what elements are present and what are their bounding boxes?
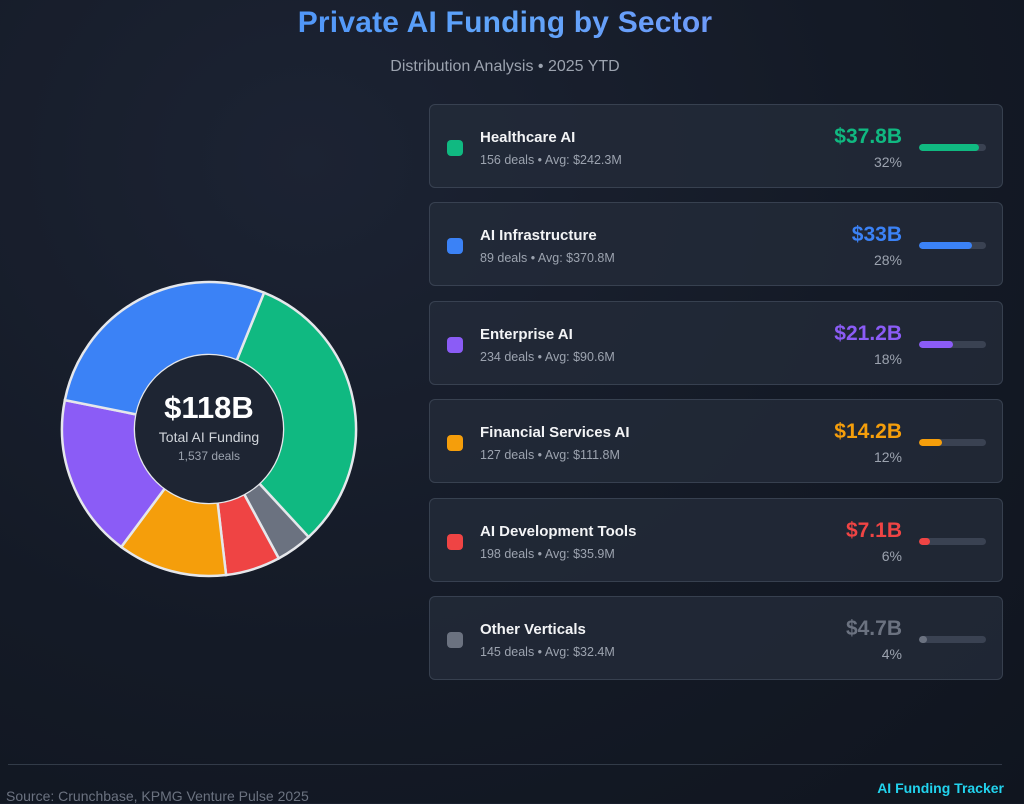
donut-chart: $118B Total AI Funding 1,537 deals	[60, 280, 358, 578]
sector-deals: 156 deals • Avg: $242.3M	[480, 153, 622, 167]
sector-deals: 234 deals • Avg: $90.6M	[480, 349, 615, 364]
page-subtitle: Distribution Analysis • 2025 YTD	[390, 58, 620, 75]
legend-swatch	[447, 435, 463, 452]
share-bar-fill	[919, 635, 927, 643]
center-label: Total AI Funding	[159, 429, 259, 445]
sector-name: Enterprise AI	[480, 325, 573, 343]
legend-swatch	[447, 238, 463, 255]
sector-name: Other Verticals	[480, 620, 586, 638]
sector-value: $37.8B	[834, 125, 902, 148]
sector-list: Healthcare AI 156 deals • Avg: $242.3M $…	[429, 104, 1003, 694]
sector-value: $14.2B	[834, 420, 902, 444]
share-bar-track	[919, 144, 986, 151]
footer-divider	[8, 764, 1002, 765]
sector-value: $21.2B	[834, 321, 902, 345]
sector-deals: 127 deals • Avg: $111.8M	[480, 448, 620, 463]
share-bar-track	[919, 340, 986, 348]
sector-card-healthcare-ai[interactable]: Healthcare AI 156 deals • Avg: $242.3M $…	[429, 104, 1003, 188]
share-bar-track	[919, 439, 986, 447]
legend-swatch	[447, 631, 463, 648]
share-bar-fill	[919, 340, 953, 348]
sector-percent: 6%	[881, 547, 902, 564]
sector-deals: 89 deals • Avg: $370.8M	[480, 251, 615, 266]
legend-swatch	[447, 533, 463, 550]
sector-name: AI Development Tools	[480, 522, 637, 540]
sector-card-financial-services-ai[interactable]: Financial Services AI 127 deals • Avg: $…	[429, 399, 1003, 484]
sector-card-ai-development-tools[interactable]: AI Development Tools 198 deals • Avg: $3…	[429, 497, 1003, 582]
sector-card-other-verticals[interactable]: Other Verticals 145 deals • Avg: $32.4M …	[429, 595, 1003, 680]
sector-deals: 145 deals • Avg: $32.4M	[480, 644, 615, 659]
sector-card-ai-infrastructure[interactable]: AI Infrastructure 89 deals • Avg: $370.8…	[429, 202, 1003, 287]
brand-label: AI Funding Tracker	[877, 780, 1004, 796]
share-bar-fill	[919, 537, 931, 545]
sector-percent: 28%	[873, 252, 902, 269]
sector-value: $7.1B	[845, 518, 902, 542]
sector-percent: 18%	[873, 350, 902, 367]
sector-card-enterprise-ai[interactable]: Enterprise AI 234 deals • Avg: $90.6M $2…	[429, 300, 1003, 385]
sector-value: $4.7B	[845, 616, 902, 640]
sector-percent: 32%	[873, 154, 902, 170]
center-deals: 1,537 deals	[178, 449, 240, 463]
legend-swatch	[447, 140, 463, 156]
sector-deals: 198 deals • Avg: $35.9M	[480, 546, 615, 561]
share-bar-track	[919, 537, 986, 545]
sector-percent: 4%	[881, 645, 902, 662]
share-bar-fill	[919, 439, 942, 447]
sector-value: $33B	[851, 223, 902, 247]
share-bar-fill	[919, 144, 980, 151]
sector-name: AI Infrastructure	[480, 227, 597, 245]
share-bar-track	[919, 242, 986, 250]
page-title: Private AI Funding by Sector	[0, 6, 1010, 40]
legend-swatch	[447, 336, 463, 353]
center-total: $118B	[164, 390, 254, 425]
sector-percent: 12%	[873, 449, 902, 466]
sector-name: Financial Services AI	[480, 424, 630, 442]
sector-name: Healthcare AI	[480, 129, 576, 146]
share-bar-fill	[919, 242, 972, 250]
share-bar-track	[919, 635, 986, 643]
source-note: Source: Crunchbase, KPMG Venture Pulse 2…	[6, 788, 309, 804]
donut-hole	[135, 355, 283, 503]
